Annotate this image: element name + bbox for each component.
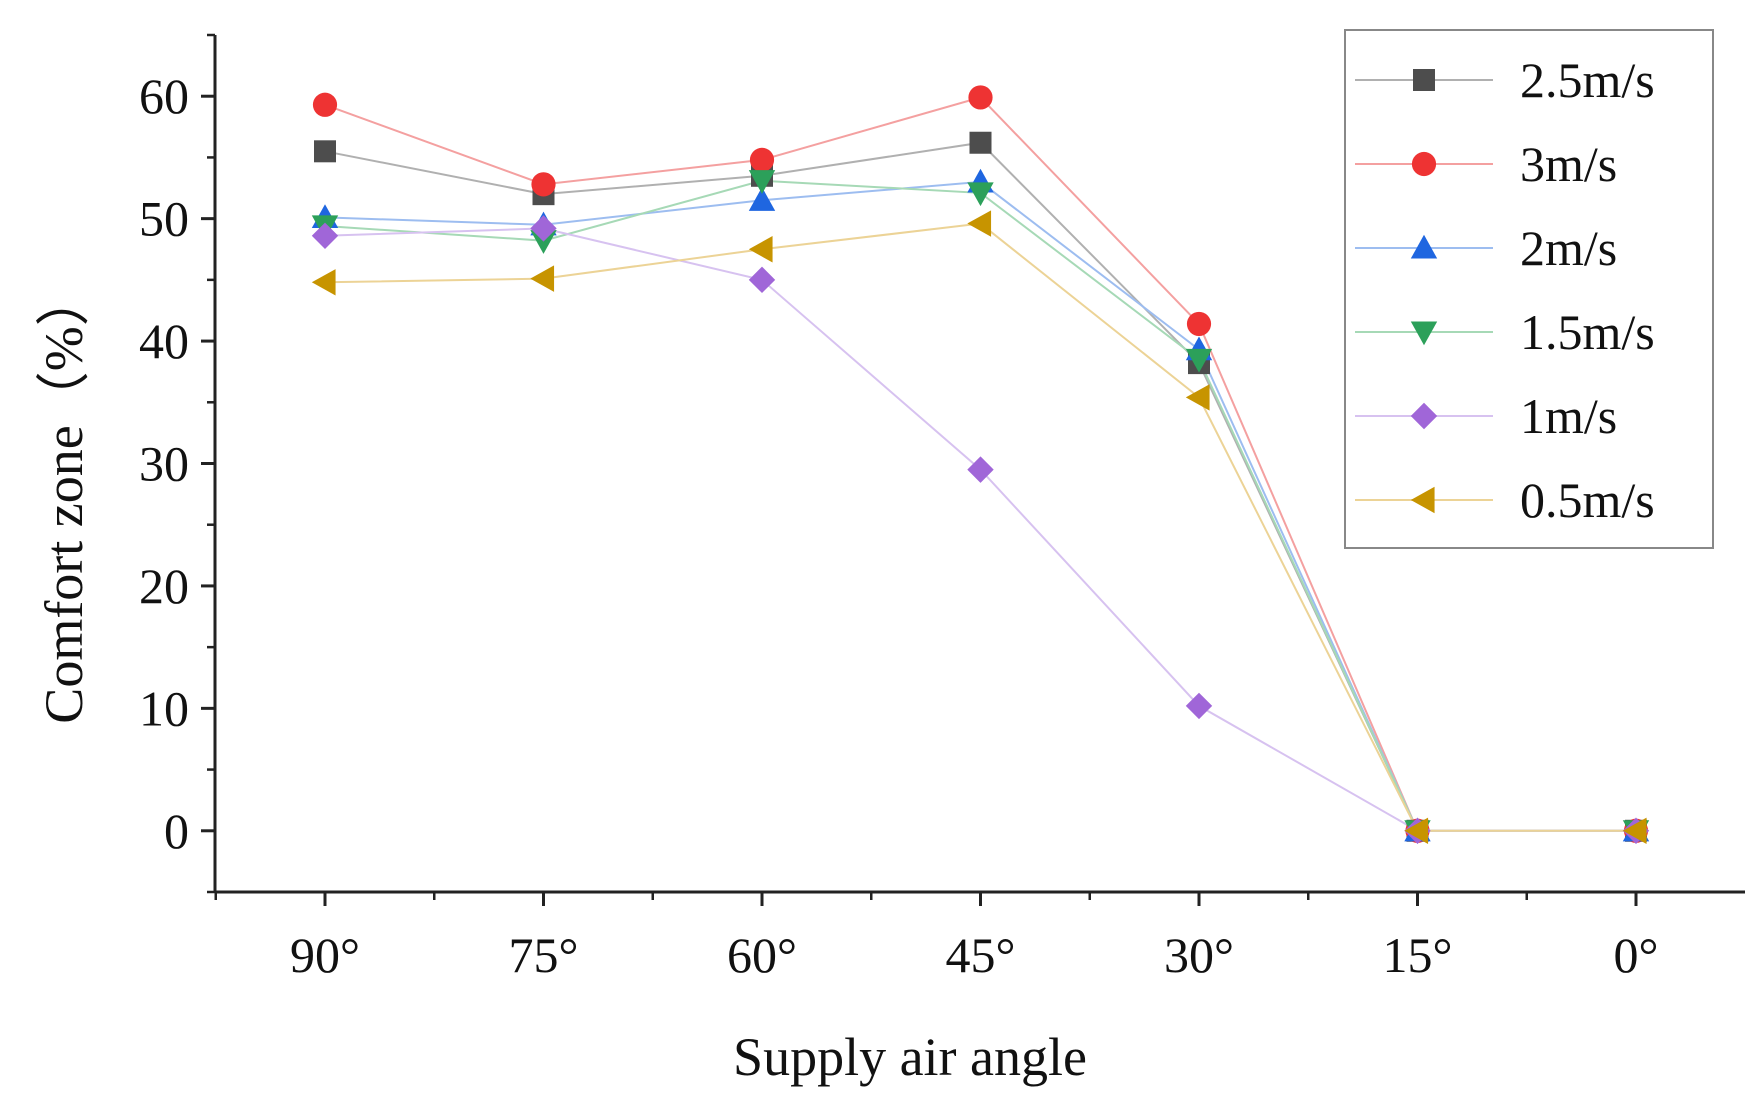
y-tick-label: 30: [139, 436, 189, 492]
legend-marker: [1410, 486, 1435, 514]
legend-marker: [1410, 234, 1438, 259]
series-markers: [311, 85, 1650, 844]
legend-marker: [1411, 151, 1437, 177]
data-point: [748, 187, 776, 211]
y-tick-labels: 0 10 20 30 40 50 60: [139, 68, 189, 859]
data-point: [748, 266, 776, 294]
x-tick-label: 90°: [290, 927, 360, 983]
y-tick-label: 10: [139, 680, 189, 736]
data-point: [1404, 817, 1429, 844]
legend-marker: [1413, 69, 1435, 91]
y-tick-label: 20: [139, 558, 189, 614]
y-tick-label: 60: [139, 68, 189, 124]
axes: [201, 33, 1745, 906]
data-point: [1186, 311, 1212, 337]
y-tick-label: 40: [139, 313, 189, 369]
y-axis-title: Comfort zone（%）: [34, 272, 94, 723]
data-point: [968, 85, 993, 110]
legend-marker: [1410, 321, 1438, 346]
legend-label: 1.5m/s: [1520, 304, 1655, 360]
data-point: [1185, 348, 1213, 373]
legend-label: 2.5m/s: [1520, 52, 1655, 108]
y-tick-label: 0: [164, 803, 189, 859]
legend-label: 2m/s: [1520, 220, 1617, 276]
x-tick-label: 75°: [509, 927, 579, 983]
data-point: [1185, 692, 1213, 720]
data-point: [1622, 817, 1647, 844]
legend: 2.5m/s 3m/s 2m/s 1.5m/s 1m/s 0.5m/s: [1344, 29, 1714, 549]
data-point: [312, 92, 338, 117]
legend-label: 0.5m/s: [1520, 472, 1655, 528]
data-point: [967, 210, 992, 237]
data-point: [748, 170, 776, 194]
legend-box: [1344, 29, 1714, 549]
data-point: [969, 131, 992, 154]
data-point: [531, 172, 556, 197]
data-point: [749, 147, 775, 172]
y-tick-label: 50: [139, 191, 189, 247]
legend-label: 1m/s: [1520, 388, 1617, 444]
x-tick-label: 0°: [1614, 927, 1659, 983]
data-point: [530, 230, 557, 254]
x-tick-label: 30°: [1164, 927, 1234, 983]
x-axis-title: Supply air angle: [733, 1027, 1087, 1087]
x-tick-label: 60°: [727, 927, 797, 983]
data-point: [311, 222, 339, 249]
x-tick-labels: 90° 75° 60° 45° 30° 15° 0°: [290, 927, 1659, 983]
data-point: [530, 215, 557, 242]
legend-label: 3m/s: [1520, 136, 1617, 192]
x-tick-label: 45°: [946, 927, 1016, 983]
x-tick-label: 15°: [1383, 927, 1453, 983]
data-point: [314, 140, 336, 163]
data-point: [748, 236, 773, 263]
data-point: [530, 265, 555, 292]
legend-marker: [1410, 402, 1438, 430]
data-point: [967, 456, 994, 483]
data-point: [967, 182, 994, 207]
data-point: [1185, 384, 1210, 411]
data-point: [311, 269, 336, 296]
